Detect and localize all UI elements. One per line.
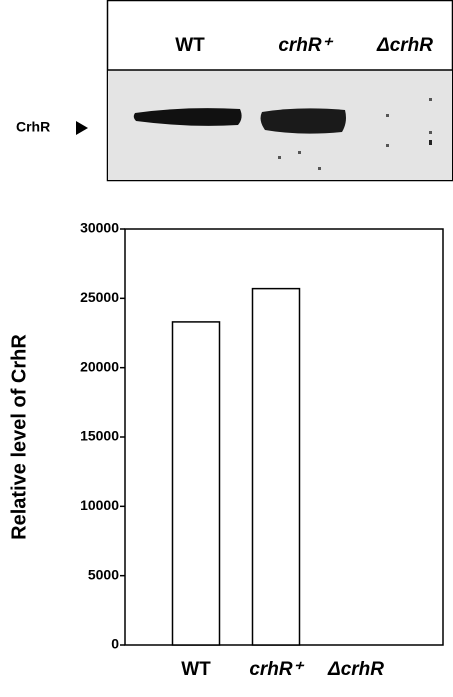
y-tick-label: 0: [111, 636, 119, 652]
lane-label: WT: [175, 35, 205, 56]
bar: [173, 322, 220, 645]
y-axis-label: Relative level of CrhR: [8, 334, 30, 540]
speck: [278, 156, 281, 159]
y-tick-label: 15000: [80, 428, 119, 444]
blot-panel: WT crhR⁺ ΔcrhR CrhR: [16, 1, 453, 181]
speck: [386, 114, 389, 117]
figure: WT crhR⁺ ΔcrhR CrhR Relative level of Cr…: [0, 0, 453, 692]
band-label: CrhR: [16, 119, 50, 135]
speck: [386, 144, 389, 147]
speck: [429, 98, 432, 101]
lane-label: ΔcrhR: [376, 35, 433, 56]
speck: [298, 151, 301, 154]
y-tick-label: 5000: [88, 566, 119, 582]
lane-label: crhR⁺: [278, 35, 333, 56]
y-tick-label: 10000: [80, 497, 119, 513]
y-tick-label: 25000: [80, 289, 119, 305]
speck: [429, 140, 432, 145]
y-tick-label: 30000: [80, 220, 119, 236]
speck: [318, 167, 321, 170]
x-tick-label: crhR⁺: [249, 659, 304, 680]
band-crhr: [261, 108, 346, 133]
band-arrow: [76, 121, 88, 135]
speck: [429, 131, 432, 134]
bar: [253, 289, 300, 645]
x-tick-label: ΔcrhR: [327, 659, 384, 680]
y-tick-label: 20000: [80, 358, 119, 374]
x-tick-label: WT: [181, 659, 211, 680]
